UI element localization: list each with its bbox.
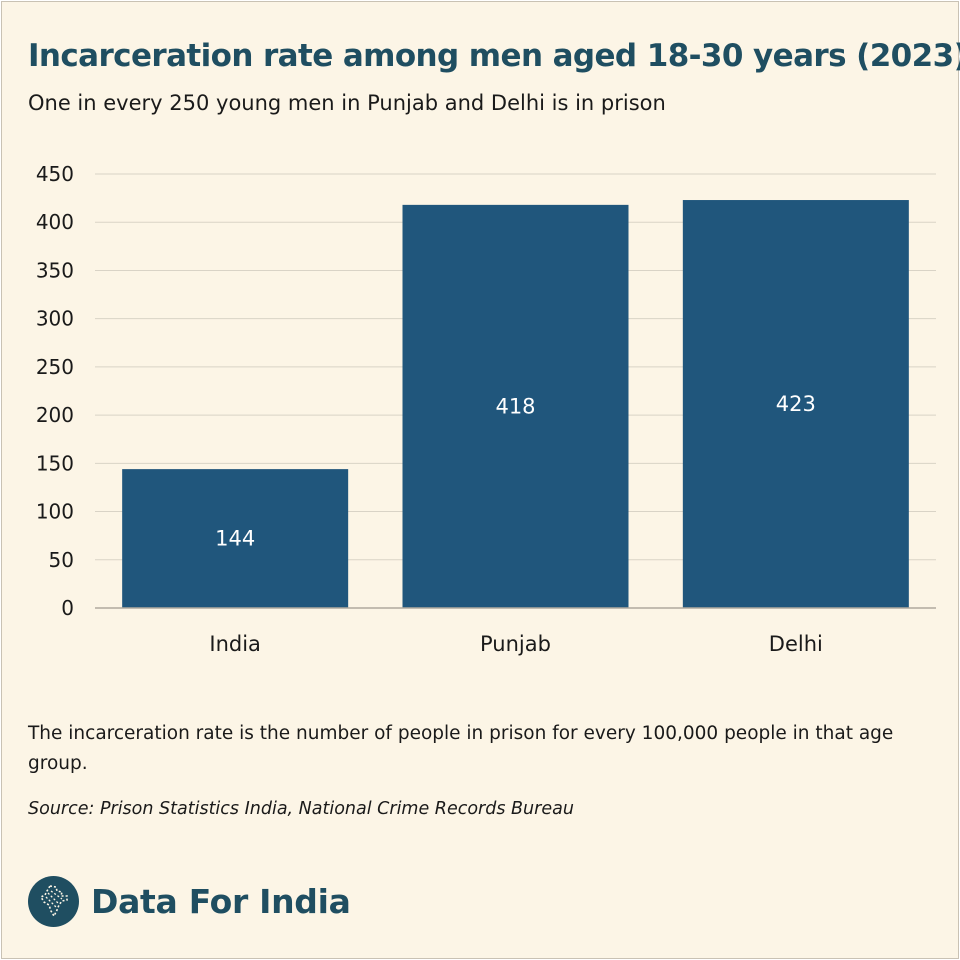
- y-tick-label: 150: [36, 451, 74, 475]
- y-tick-label: 250: [36, 355, 74, 379]
- brand: Data For India: [28, 874, 351, 928]
- y-tick-label: 0: [61, 596, 74, 620]
- x-tick-label: Delhi: [769, 632, 823, 656]
- y-tick-label: 50: [49, 548, 74, 572]
- bar-data-label: 423: [776, 392, 816, 416]
- y-tick-label: 200: [36, 403, 74, 427]
- chart-source: Source: Prison Statistics India, Nationa…: [28, 799, 574, 819]
- bar: [402, 204, 629, 608]
- y-tick-label: 350: [36, 258, 74, 282]
- y-tick-label: 100: [36, 500, 74, 524]
- bar-data-label: 418: [495, 394, 535, 418]
- chart-title: Incarceration rate among men aged 18-30 …: [28, 38, 960, 74]
- bar: [682, 200, 909, 609]
- chart-subtitle: One in every 250 young men in Punjab and…: [28, 91, 666, 115]
- y-tick-label: 450: [36, 162, 74, 186]
- chart-note: The incarceration rate is the number of …: [28, 723, 894, 774]
- brand-name: Data For India: [91, 881, 351, 921]
- bar-data-label: 144: [215, 527, 255, 551]
- bar: [122, 469, 349, 608]
- bar-chart: 0 50 100 150 200 250 300 350 400 450 144 India 418 Pu…: [36, 162, 936, 656]
- y-tick-label: 400: [36, 210, 74, 234]
- x-tick-label: India: [209, 632, 261, 656]
- y-tick-label: 300: [36, 307, 74, 331]
- x-tick-label: Punjab: [480, 632, 551, 656]
- india-map-icon: [28, 875, 79, 927]
